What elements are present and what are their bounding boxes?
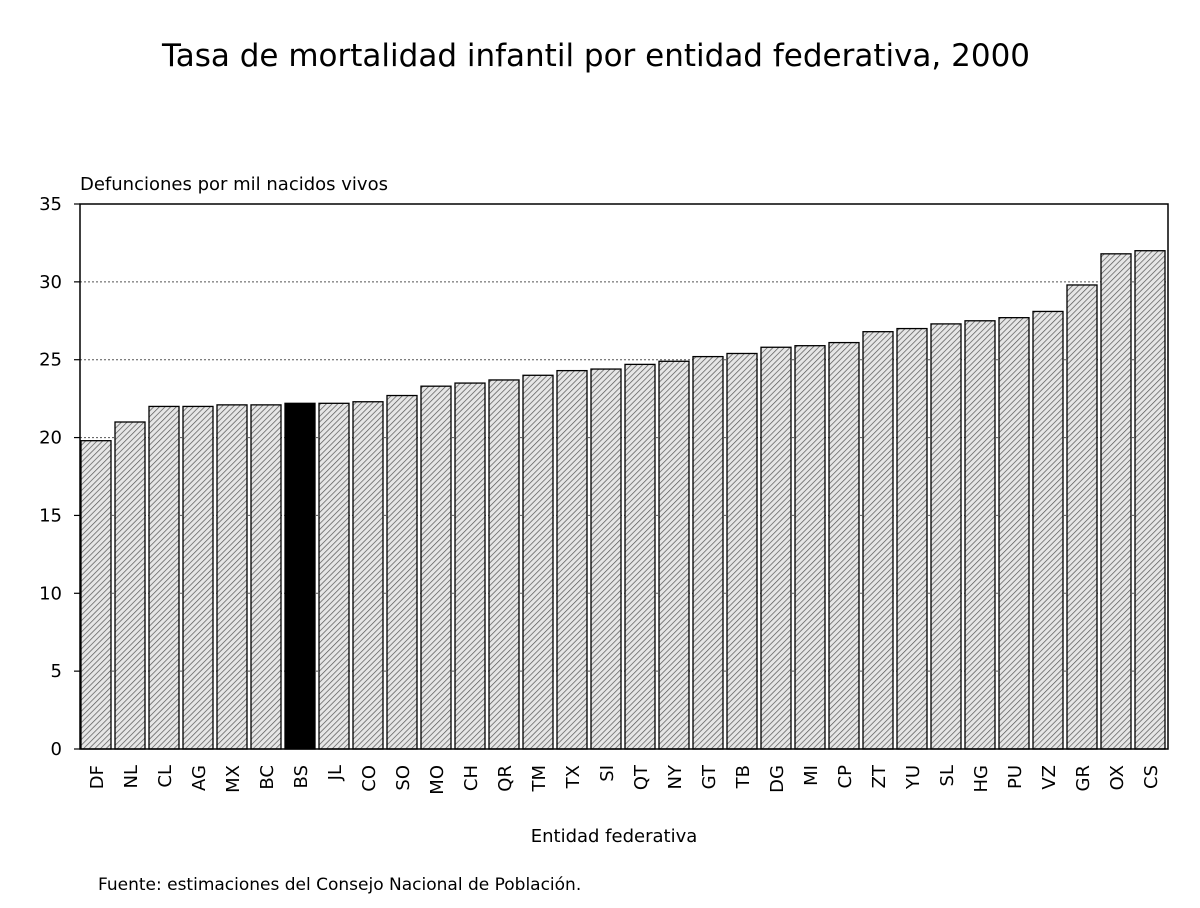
bar-gt [692, 355, 724, 750]
x-tick-label: TX [563, 765, 584, 789]
x-tick-label: BS [291, 765, 312, 788]
x-tick-label: TM [529, 765, 550, 793]
bar-dg [760, 346, 792, 750]
bar-co [352, 401, 384, 750]
x-tick-label: SO [393, 765, 414, 791]
y-tick-label: 35 [39, 194, 62, 215]
bar-qr [488, 379, 520, 750]
x-tick-label: QT [631, 764, 652, 790]
chart-title: Tasa de mortalidad infantil por entidad … [161, 38, 1030, 74]
x-tick-label: CP [835, 765, 856, 789]
bar-jl [318, 402, 350, 750]
y-axis-ticks: 0 5 10 15 20 25 30 35 [39, 194, 80, 760]
bars [80, 250, 1166, 750]
y-tick-label: 15 [39, 505, 62, 526]
bar-df [80, 440, 112, 750]
x-tick-label: NL [121, 765, 142, 789]
x-axis-ticks: DF NL CL AG MX BC BS JL CO SO MO CH QR TM TX SI QT NY GT TB… [87, 764, 1162, 795]
bar-yu [896, 327, 928, 750]
bar-sl [930, 323, 962, 750]
x-tick-label: CO [359, 765, 380, 792]
bar-mi [794, 345, 826, 750]
x-tick-label: CH [461, 765, 482, 791]
x-tick-label: BC [257, 765, 278, 790]
bar-qt [624, 363, 656, 750]
x-tick-label: DF [87, 765, 108, 789]
x-tick-label: MI [801, 765, 822, 786]
x-tick-label: HG [971, 765, 992, 792]
x-tick-label: YU [903, 765, 924, 790]
x-tick-label: PU [1005, 765, 1026, 789]
plot-frame [79, 203, 1169, 750]
bar-zt [862, 331, 894, 750]
bar-cs [1134, 250, 1166, 750]
source-note: Fuente: estimaciones del Consejo Naciona… [98, 875, 581, 895]
y-tick-label: 0 [51, 739, 62, 760]
bar-tx [556, 369, 588, 750]
bar-ag [182, 405, 214, 750]
x-tick-label: GT [699, 764, 720, 789]
bar-nl [114, 421, 146, 750]
x-tick-label: TB [733, 765, 754, 789]
x-tick-label: GR [1073, 765, 1094, 791]
x-tick-label: CS [1141, 765, 1162, 789]
y-tick-label: 25 [39, 350, 62, 371]
bar-bs [284, 402, 316, 750]
x-tick-label: NY [665, 764, 686, 789]
x-tick-label: VZ [1039, 765, 1060, 790]
x-tick-label: JL [325, 765, 346, 781]
bar-hg [964, 320, 996, 750]
x-tick-label: ZT [869, 764, 890, 788]
bar-cl [148, 405, 180, 750]
y-tick-label: 5 [51, 661, 62, 682]
y-tick-label: 20 [39, 428, 62, 449]
bar-ny [658, 360, 690, 750]
y-tick-label: 10 [39, 583, 62, 604]
bar-gr [1066, 284, 1098, 750]
bar-vz [1032, 310, 1064, 750]
bar-ox [1100, 253, 1132, 750]
bar-si [590, 368, 622, 750]
bar-tb [726, 352, 758, 750]
x-tick-label: SI [597, 765, 618, 782]
bar-so [386, 394, 418, 750]
x-tick-label: OX [1107, 765, 1128, 790]
bar-ch [454, 382, 486, 750]
x-tick-label: QR [495, 765, 516, 792]
y-axis-label: Defunciones por mil nacidos vivos [80, 174, 388, 195]
bar-mo [420, 385, 452, 750]
x-tick-label: CL [155, 765, 176, 788]
x-tick-label: MO [427, 765, 448, 795]
x-tick-label: MX [223, 765, 244, 793]
bar-bc [250, 404, 282, 750]
bar-mx [216, 404, 248, 750]
y-tick-label: 30 [39, 272, 62, 293]
x-axis-label: Entidad federativa [531, 826, 698, 847]
x-tick-label: DG [767, 765, 788, 793]
bar-pu [998, 317, 1030, 750]
bar-cp [828, 341, 860, 750]
x-tick-label: AG [189, 765, 210, 791]
bar-tm [522, 374, 554, 750]
x-tick-label: SL [937, 765, 958, 786]
